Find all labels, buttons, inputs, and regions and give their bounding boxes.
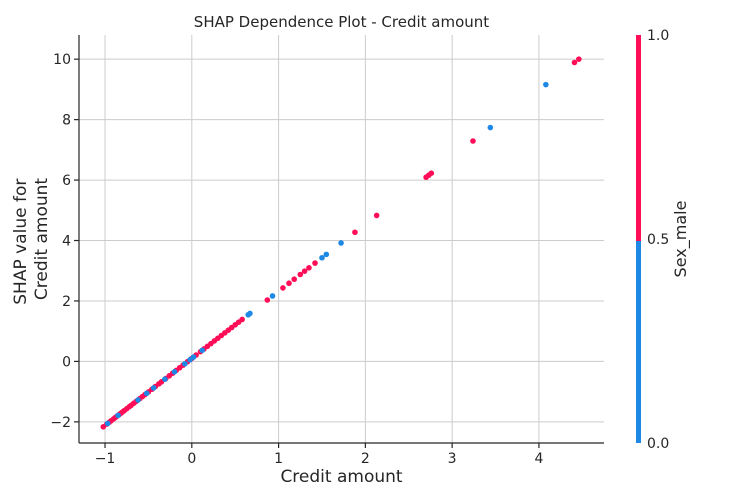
x-tick-label: 0 [187,451,196,467]
y-tick-label: −2 [50,415,71,431]
point-sex-female [319,254,325,261]
y-axis-label: SHAP value for Credit amount [11,173,52,304]
point-sex-female [247,310,253,317]
point-sex-male [280,285,286,291]
y-axis-label-line-2: Credit amount [32,178,52,300]
point-sex-female [543,81,549,88]
point-sex-female [338,240,344,246]
point-sex-male [264,297,271,303]
point-sex-female [190,354,197,360]
point-sex-female [150,385,157,391]
point-sex-female [171,368,178,375]
scatter-points [100,56,582,430]
x-tick-label: 4 [534,451,543,467]
point-sex-male [239,316,245,323]
point-sex-male [291,276,298,283]
x-axis-label: Credit amount [280,467,402,487]
colorbar-tick-label: 0.5 [647,232,669,248]
point-sex-male [352,229,358,236]
colorbar-tick-label: 0.0 [647,436,669,452]
colorbar-label: Sex_male [671,201,691,278]
y-tick-label: 8 [62,113,71,129]
point-sex-female [143,390,150,397]
point-sex-male [301,268,308,274]
point-sex-female [135,397,141,403]
point-sex-female [269,293,276,299]
point-sex-male [470,138,476,144]
colorbar-ticks: 0.0 0.5 1.0 [647,28,669,452]
point-sex-male [286,280,292,287]
point-sex-male [571,59,578,66]
x-tick-label: 3 [448,451,457,467]
point-sex-male [576,56,582,62]
point-sex-male [373,212,380,219]
colorbar: 0.0 0.5 1.0 Sex_male [636,28,691,452]
axes: −1 0 1 2 3 4 −2 0 2 4 6 8 10 [50,35,604,467]
point-sex-male [312,260,318,266]
point-sex-female [323,251,330,258]
point-sex-female [115,412,121,419]
point-sex-male [306,265,312,271]
point-sex-male [428,170,435,177]
point-sex-female [104,420,111,427]
colorbar-high-segment [636,35,641,241]
y-tick-label: 6 [62,173,71,189]
point-sex-female [199,347,206,354]
point-sex-female [487,124,494,131]
grid [79,35,604,443]
x-tick-label: 1 [274,451,283,467]
point-sex-male [297,271,304,278]
colorbar-tick-label: 1.0 [647,28,669,44]
y-tick-label: 4 [62,234,71,250]
point-sex-female [182,360,188,367]
point-sex-female [162,376,168,382]
colorbar-low-segment [636,239,641,443]
y-tick-label: 0 [62,354,71,370]
x-tick-label: −1 [95,451,116,467]
y-tick-label: 2 [62,294,71,310]
y-axis-label-line-1: SHAP value for [11,179,31,305]
x-tick-label: 2 [361,451,370,467]
y-tick-label: 10 [53,52,71,68]
chart-title: SHAP Dependence Plot - Credit amount [194,13,490,31]
